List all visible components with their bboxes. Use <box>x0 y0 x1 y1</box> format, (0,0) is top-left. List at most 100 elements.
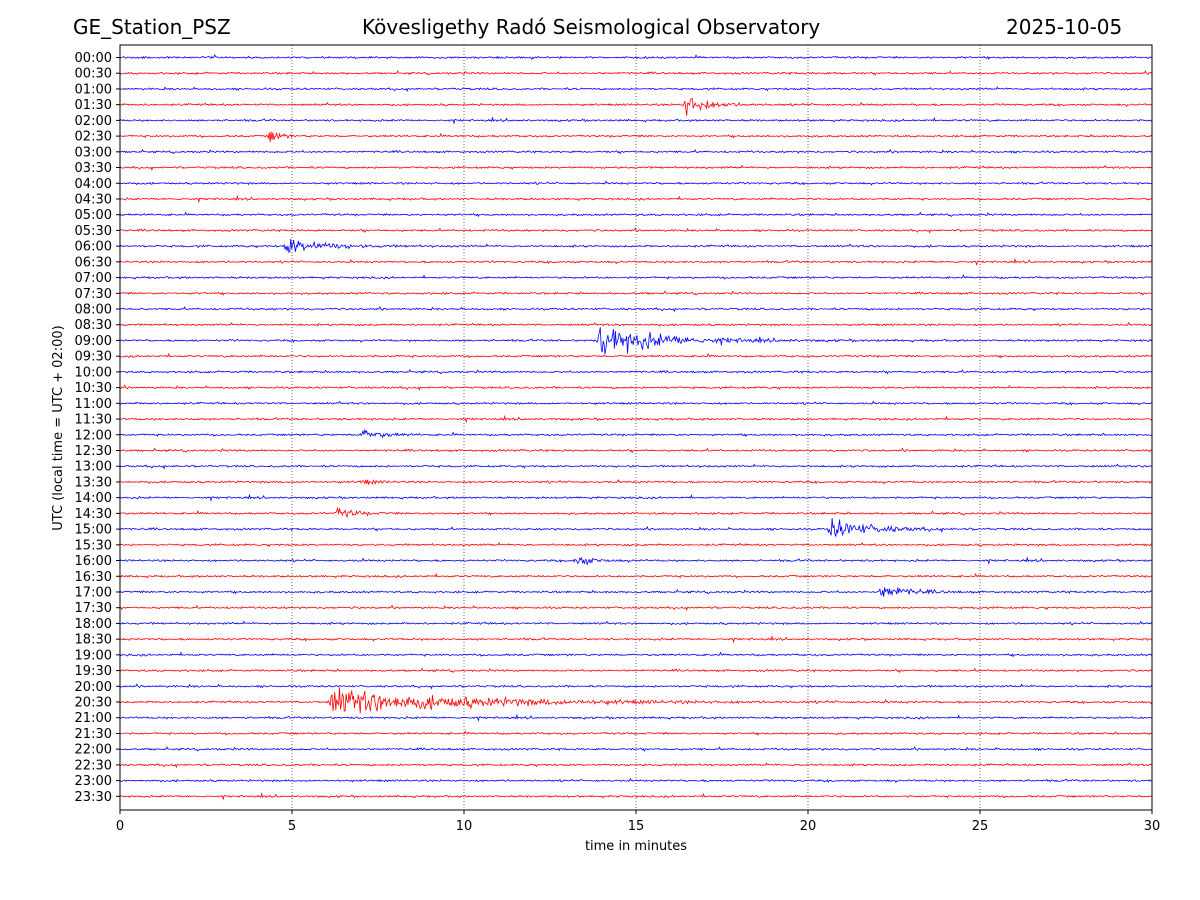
trace-2330 <box>119 792 1153 801</box>
trace-1900 <box>119 651 1153 658</box>
y-tick-label: 19:30 <box>75 664 112 679</box>
x-tick-label: 30 <box>1144 819 1161 834</box>
trace-0800 <box>119 305 1153 313</box>
trace-2100 <box>119 713 1153 722</box>
x-tick-label: 5 <box>288 819 296 834</box>
y-tick-label: 10:00 <box>75 365 112 380</box>
plot-frame <box>119 44 1153 811</box>
y-tick-label: 01:00 <box>75 82 112 97</box>
trace-0330 <box>119 164 1153 171</box>
y-tick-label: 21:30 <box>75 727 112 742</box>
trace-0100 <box>119 86 1153 93</box>
trace-1300 <box>119 463 1153 470</box>
y-tick-label: 08:30 <box>75 318 112 333</box>
y-tick-label: 17:00 <box>75 585 112 600</box>
y-tick-label: 01:30 <box>75 98 112 113</box>
trace-0130 <box>119 98 1153 116</box>
trace-0200 <box>119 116 1153 125</box>
y-tick-label: 08:00 <box>75 303 112 318</box>
x-axis-ticks: 0 5 10 15 20 25 30 <box>116 810 1160 834</box>
y-tick-label: 11:00 <box>75 397 112 412</box>
y-tick-label: 13:30 <box>75 475 112 490</box>
trace-0300 <box>119 148 1153 155</box>
trace-2200 <box>119 746 1153 752</box>
trace-1430 <box>119 506 1153 519</box>
y-tick-label: 13:00 <box>75 460 112 475</box>
trace-0230 <box>119 131 1153 143</box>
y-tick-label: 23:30 <box>75 790 112 805</box>
trace-1930 <box>119 667 1153 674</box>
trace-2030 <box>119 687 1153 714</box>
y-axis-label: UTC (local time = UTC + 02:00) <box>51 325 66 530</box>
y-tick-label: 03:00 <box>75 145 112 160</box>
y-tick-label: 07:30 <box>75 287 112 302</box>
trace-1330 <box>119 478 1153 486</box>
y-tick-label: 21:00 <box>75 711 112 726</box>
y-tick-label: 11:30 <box>75 413 112 428</box>
trace-1030 <box>119 384 1153 391</box>
trace-1730 <box>119 604 1153 611</box>
y-axis-ticks: 00:0000:3001:0001:3002:0002:3003:0003:30… <box>75 51 120 805</box>
trace-2230 <box>119 762 1153 769</box>
trace-2130 <box>119 730 1153 736</box>
trace-0030 <box>119 70 1153 76</box>
trace-0930 <box>119 352 1153 359</box>
observatory-title: Kövesligethy Radó Seismological Observat… <box>362 15 821 39</box>
trace-0500 <box>119 211 1153 218</box>
y-tick-label: 16:00 <box>75 554 112 569</box>
trace-0430 <box>119 194 1153 204</box>
date-title: 2025-10-05 <box>1006 15 1123 39</box>
trace-1530 <box>119 542 1153 548</box>
y-tick-label: 19:00 <box>75 648 112 663</box>
trace-1230 <box>119 447 1153 454</box>
y-tick-label: 04:30 <box>75 192 112 207</box>
y-tick-label: 16:30 <box>75 570 112 585</box>
trace-0600 <box>119 238 1153 253</box>
trace-0700 <box>119 274 1153 280</box>
trace-0630 <box>119 257 1153 267</box>
x-tick-label: 25 <box>972 819 989 834</box>
y-tick-label: 04:00 <box>75 177 112 192</box>
trace-1000 <box>119 368 1153 375</box>
trace-1830 <box>119 634 1153 644</box>
x-axis-label: time in minutes <box>585 839 687 854</box>
y-tick-label: 12:30 <box>75 444 112 459</box>
trace-1700 <box>119 587 1153 597</box>
y-tick-label: 18:00 <box>75 617 112 632</box>
y-tick-label: 20:30 <box>75 696 112 711</box>
y-tick-label: 00:30 <box>75 67 112 82</box>
y-tick-label: 05:30 <box>75 224 112 239</box>
y-tick-label: 00:00 <box>75 51 112 66</box>
y-tick-label: 06:30 <box>75 255 112 270</box>
y-tick-label: 18:30 <box>75 633 112 648</box>
trace-0730 <box>119 290 1153 296</box>
y-tick-label: 09:00 <box>75 334 112 349</box>
y-tick-label: 17:30 <box>75 601 112 616</box>
trace-1130 <box>119 414 1153 424</box>
station-title: GE_Station_PSZ <box>73 15 231 39</box>
trace-2000 <box>119 683 1153 690</box>
trace-1630 <box>119 572 1153 579</box>
trace-2300 <box>119 777 1153 784</box>
trace-1800 <box>119 620 1153 626</box>
y-tick-label: 14:00 <box>75 491 112 506</box>
x-tick-label: 15 <box>628 819 645 834</box>
y-tick-label: 15:00 <box>75 523 112 538</box>
trace-1500 <box>119 518 1153 538</box>
trace-0000 <box>119 54 1153 61</box>
trace-0830 <box>119 321 1153 327</box>
x-tick-label: 20 <box>800 819 817 834</box>
trace-0530 <box>119 227 1153 234</box>
y-tick-label: 05:00 <box>75 208 112 223</box>
y-tick-label: 14:30 <box>75 507 112 522</box>
y-tick-label: 22:00 <box>75 743 112 758</box>
trace-layer <box>119 54 1153 801</box>
y-tick-label: 22:30 <box>75 758 112 773</box>
y-tick-label: 23:00 <box>75 774 112 789</box>
y-tick-label: 02:30 <box>75 130 112 145</box>
y-tick-label: 15:30 <box>75 538 112 553</box>
trace-1600 <box>119 556 1153 565</box>
trace-1200 <box>119 428 1153 439</box>
trace-1100 <box>119 400 1153 406</box>
